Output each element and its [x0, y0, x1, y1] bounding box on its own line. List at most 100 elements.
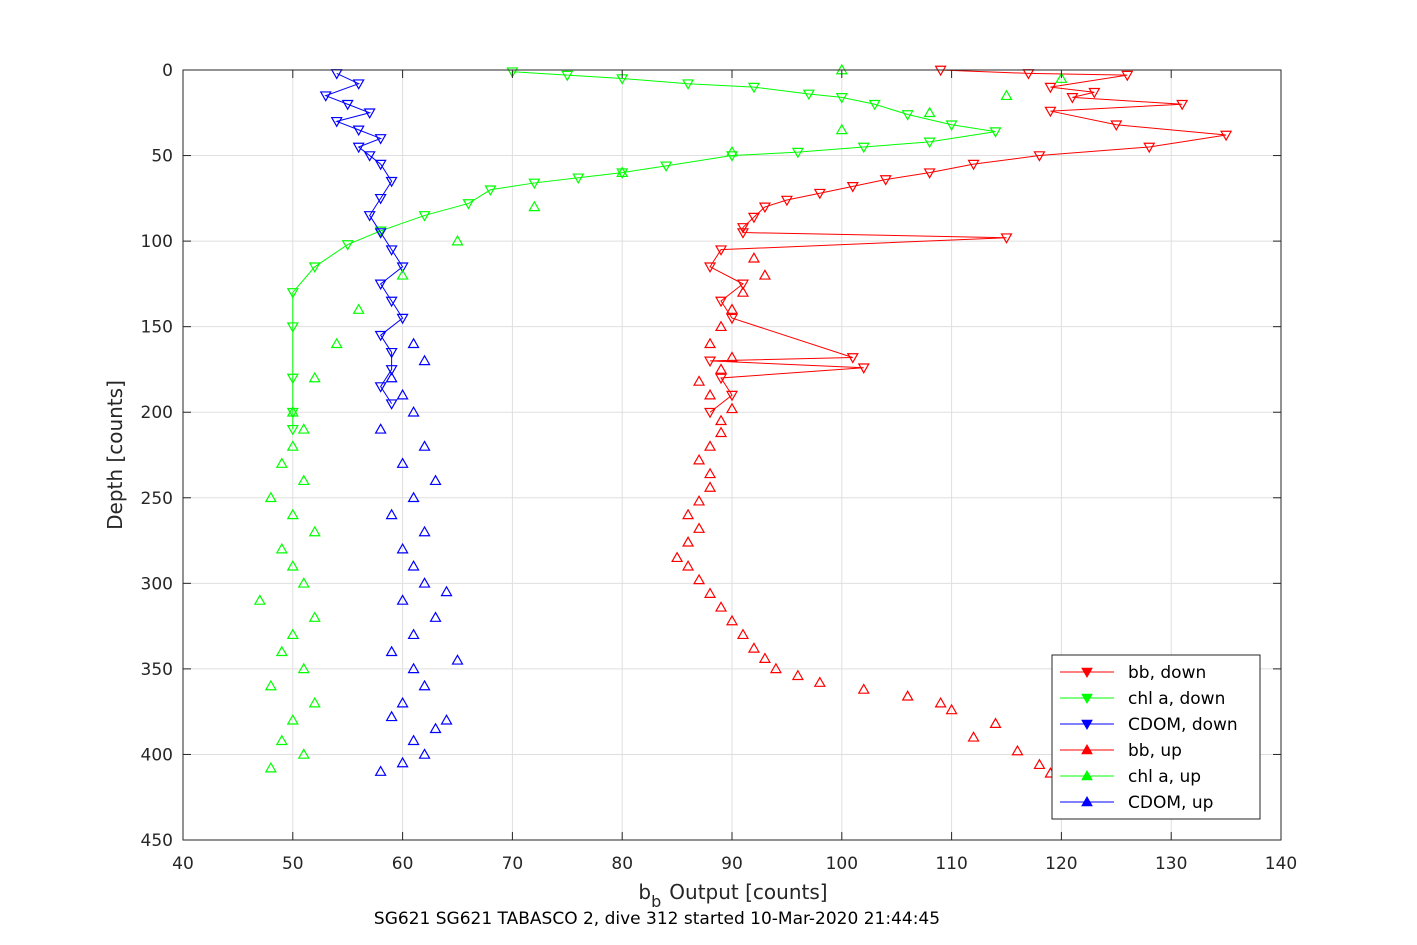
data-point [451, 654, 464, 665]
data-point [440, 714, 453, 725]
data-point [561, 70, 574, 82]
legend-label: chl a, up [1128, 767, 1201, 787]
data-point [396, 313, 409, 325]
y-tick-label: 50 [151, 147, 173, 167]
data-point [660, 161, 673, 173]
data-point [319, 91, 332, 102]
data-point [418, 525, 431, 537]
y-tick-label: 450 [141, 831, 173, 851]
data-point [374, 423, 387, 434]
data-point [275, 542, 288, 554]
data-point [1088, 87, 1101, 99]
data-point [725, 313, 739, 325]
data-point [385, 645, 398, 657]
data-point [275, 645, 288, 657]
data-point [330, 116, 343, 128]
data-point [286, 560, 299, 571]
data-point [1121, 70, 1134, 82]
data-point [747, 212, 760, 224]
data-point [275, 457, 288, 468]
data-point [725, 351, 739, 362]
data-point [846, 353, 859, 364]
data-point [704, 262, 717, 273]
data-point [297, 423, 310, 434]
data-point [264, 761, 277, 773]
data-point [923, 106, 936, 118]
data-point [407, 662, 420, 674]
legend-marker [1081, 769, 1093, 781]
data-point [286, 373, 299, 385]
data-point [418, 679, 431, 691]
data-point [396, 269, 409, 280]
data-point [264, 679, 277, 691]
data-point [736, 628, 750, 640]
data-point [901, 110, 914, 121]
data-point [407, 628, 420, 640]
x-axis-label: bb Output [counts] [638, 880, 827, 911]
data-point [780, 195, 793, 207]
data-point [363, 211, 376, 222]
data-point [725, 614, 739, 626]
data-point [385, 296, 398, 308]
data-point [682, 79, 695, 90]
data-point [693, 494, 706, 506]
x-tick-label: 70 [502, 854, 524, 874]
series-line [324, 72, 404, 404]
data-point [330, 337, 343, 349]
data-point [901, 690, 914, 701]
data-point [758, 652, 771, 663]
data-point [363, 108, 376, 119]
data-point [352, 142, 365, 154]
data-point [725, 303, 739, 314]
data-point [374, 765, 387, 776]
data-point [1011, 744, 1024, 756]
legend-label: bb, down [1128, 663, 1206, 683]
x-tick-label: 60 [392, 854, 414, 874]
data-point [923, 137, 936, 149]
data-point [462, 199, 475, 210]
legend-label: CDOM, up [1128, 793, 1213, 813]
data-point [374, 226, 387, 238]
data-point [714, 414, 728, 426]
x-axis-label-subscript: b [651, 892, 661, 911]
data-point [407, 734, 420, 746]
y-axis-label: Depth [counts] [103, 380, 127, 530]
series-line [709, 69, 1227, 413]
data-point [704, 467, 717, 479]
series-1 [286, 67, 1002, 436]
data-point [286, 508, 299, 520]
data-point [879, 175, 892, 186]
data-point [286, 322, 299, 333]
data-point [308, 371, 321, 383]
data-point [747, 82, 760, 94]
data-point [704, 356, 717, 368]
data-point [297, 474, 310, 486]
data-point [835, 123, 848, 135]
data-point [286, 440, 299, 451]
data-point [1176, 99, 1189, 111]
data-point [967, 731, 980, 742]
data-point [989, 717, 1002, 728]
legend-label: chl a, down [1128, 689, 1225, 709]
data-point [835, 93, 848, 104]
data-point [693, 453, 706, 465]
x-tick-label: 100 [826, 854, 858, 874]
legend-item: chl a, up [1060, 767, 1201, 787]
data-point [1000, 89, 1013, 101]
x-tick-label: 40 [172, 854, 194, 874]
data-point [374, 193, 387, 205]
data-point [385, 371, 398, 383]
data-point [967, 159, 980, 171]
data-point [308, 696, 321, 708]
data-point [945, 703, 958, 715]
legend-box [1051, 654, 1261, 820]
x-tick-label: 80 [611, 854, 633, 874]
data-point [704, 407, 717, 419]
data-point [308, 262, 321, 273]
series-2 [319, 69, 409, 410]
data-point [704, 337, 717, 349]
data-point [253, 594, 266, 605]
data-point [418, 211, 431, 222]
data-point [736, 286, 750, 297]
